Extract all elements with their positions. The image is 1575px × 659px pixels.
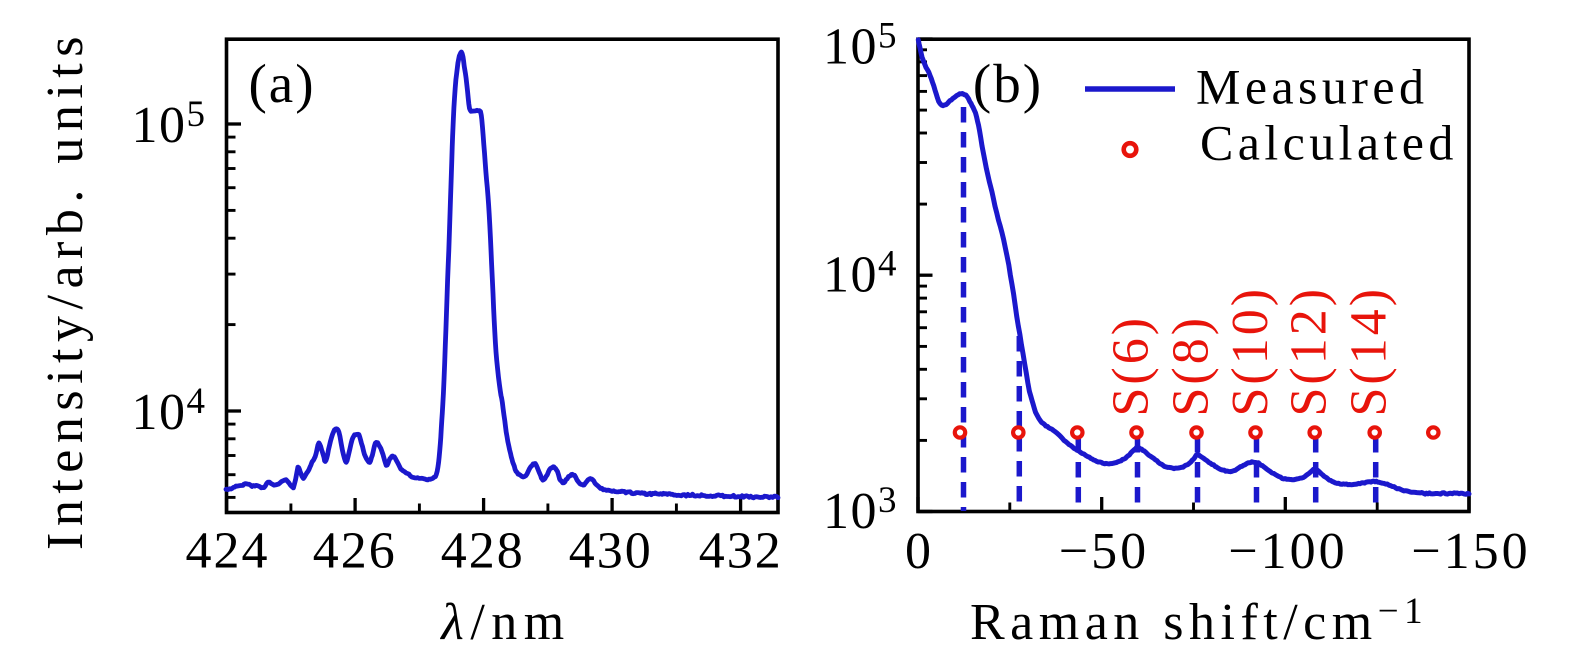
svg-text:424: 424	[186, 523, 270, 580]
svg-text:S(6): S(6)	[1103, 315, 1160, 417]
svg-text:430: 430	[569, 523, 653, 580]
svg-text:426: 426	[313, 523, 397, 580]
svg-text:428: 428	[441, 523, 525, 580]
svg-text:104: 104	[132, 381, 207, 441]
svg-text:−150: −150	[1411, 523, 1530, 580]
svg-text:Raman shift/cm−1: Raman shift/cm−1	[970, 591, 1428, 651]
svg-text:0: 0	[905, 523, 931, 580]
svg-text:Calculated: Calculated	[1200, 115, 1458, 171]
svg-text:(a): (a)	[248, 53, 315, 114]
svg-text:S(10): S(10)	[1222, 286, 1279, 417]
svg-text:432: 432	[699, 523, 783, 580]
svg-text:Intensity/arb. units: Intensity/arb. units	[37, 30, 94, 550]
svg-text:S(12): S(12)	[1281, 286, 1338, 417]
svg-text:S(8): S(8)	[1163, 315, 1220, 417]
svg-text:Measured: Measured	[1196, 59, 1428, 115]
svg-text:−100: −100	[1228, 523, 1347, 580]
svg-text:λ/nm: λ/nm	[439, 594, 570, 651]
svg-text:(b): (b)	[973, 53, 1043, 114]
svg-text:S(14): S(14)	[1341, 286, 1398, 417]
svg-text:−50: −50	[1059, 523, 1149, 580]
svg-text:105: 105	[132, 94, 207, 154]
